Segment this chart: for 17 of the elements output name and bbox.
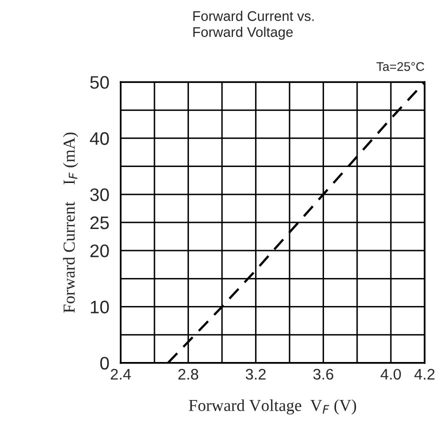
y-axis-title: Forward Current I$_{F}$ (mA) <box>63 132 78 313</box>
text: Ta=25°C <box>376 62 424 71</box>
y-tick-label: 20 <box>90 244 109 258</box>
x-axis-title: Forward Voltage V$_{F}$ (V) <box>188 399 356 415</box>
x-tick-label: 4.0 <box>380 368 401 380</box>
chart-title: Forward Current vs. Forward Voltage <box>193 10 314 40</box>
x-tick-label: 3.2 <box>246 368 266 380</box>
y-tick-label: 10 <box>90 300 109 314</box>
x-tick-label: 2.4 <box>110 368 131 380</box>
y-tick-label: 50 <box>90 76 109 89</box>
x-tick-label: 4.2 <box>414 368 435 380</box>
y-tick-label: 0 <box>100 356 109 370</box>
y-tick-label: 25 <box>90 216 109 230</box>
x-tick-label: 2.8 <box>178 368 198 380</box>
y-tick-label: 30 <box>90 188 109 202</box>
x-tick-label: 3.6 <box>313 368 334 380</box>
y-tick-label: 40 <box>90 132 109 145</box>
